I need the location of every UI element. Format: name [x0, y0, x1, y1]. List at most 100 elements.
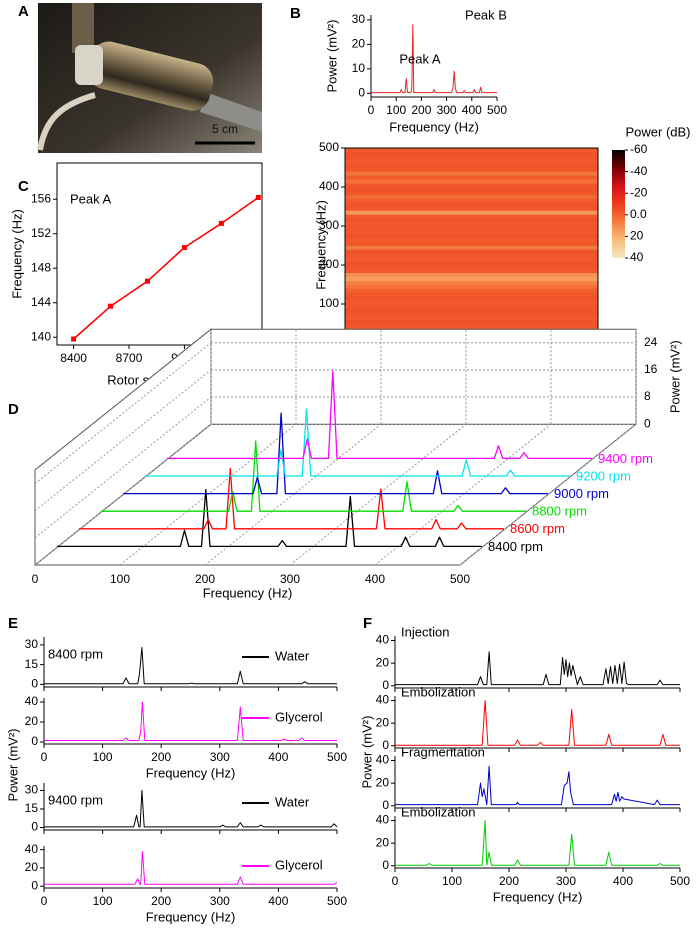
marker	[255, 195, 261, 201]
spectrum-line	[395, 765, 680, 806]
legend-label: Glycerol	[275, 709, 323, 724]
subplot-title: Injection	[401, 624, 449, 639]
heat-row	[345, 214, 598, 219]
y-tick-label: 24	[644, 335, 658, 349]
legend-label: Water	[275, 648, 310, 663]
panel-label: C	[18, 178, 29, 195]
spectrum-line	[395, 820, 680, 866]
heat-row	[345, 171, 598, 176]
y-tick-label: 40	[376, 753, 390, 767]
x-tick-label: 500	[327, 750, 347, 764]
x-axis-label: Frequency (Hz)	[203, 585, 293, 600]
x-tick-label: 400	[613, 874, 633, 888]
colorbar	[612, 150, 625, 258]
photo: 5 cm A	[18, 3, 262, 153]
y-tick-label: 40	[376, 813, 390, 827]
x-tick-label: 0	[368, 103, 375, 117]
annotation: Peak A	[70, 191, 112, 206]
colorbar-label: Power (dB)	[625, 124, 690, 139]
plot-frame	[56, 162, 263, 346]
back-wall	[210, 328, 637, 425]
heat-row	[345, 194, 598, 199]
grid-line	[459, 423, 637, 566]
subplot-title: Fragmentation	[401, 744, 485, 759]
x-tick-label: 400	[268, 894, 288, 908]
marker	[144, 278, 150, 284]
heat-row	[345, 300, 598, 305]
x-tick-label: 300	[210, 894, 230, 908]
heat-row	[345, 218, 598, 223]
heat-row	[345, 268, 598, 274]
spectrum-line	[395, 700, 680, 746]
subplot-title: Embolization	[401, 684, 475, 699]
x-tick-label: 300	[556, 874, 576, 888]
y-tick-label: 30	[25, 783, 39, 797]
heat-row	[345, 257, 598, 262]
x-tick-label: 0	[32, 572, 39, 586]
marker	[71, 336, 77, 342]
colorbar-tick-label: -60	[630, 142, 648, 156]
x-axis-label: Frequency (Hz)	[493, 889, 583, 904]
annotation: Peak A	[399, 51, 441, 66]
x-tick-label: 400	[268, 750, 288, 764]
y-tick-label: 20	[376, 835, 390, 849]
y-tick-label: 200	[319, 257, 339, 271]
y-tick-label: 500	[319, 140, 339, 154]
y-tick-label: 156	[31, 191, 51, 205]
subplot-title: Embolization	[401, 804, 475, 819]
heat-row	[345, 206, 598, 211]
grid-line	[289, 423, 467, 566]
y-axis-label: Frequency (Hz)	[313, 200, 328, 290]
heat-row	[345, 319, 598, 324]
series-label: 8600 rpm	[510, 521, 565, 536]
heat-row	[345, 233, 598, 238]
heat-row	[345, 222, 598, 227]
x-tick-label: 100	[93, 894, 113, 908]
x-tick-label: 100	[442, 874, 462, 888]
pipe	[72, 3, 94, 53]
x-tick-label: 200	[499, 874, 519, 888]
colorbar-tick-label: -20	[630, 185, 648, 199]
y-tick-label: 20	[352, 37, 366, 51]
x-tick-label: 300	[437, 103, 457, 117]
y-axis-label: Power (mV²)	[324, 20, 339, 93]
x-tick-label: 400	[462, 103, 482, 117]
series-label: 8800 rpm	[532, 504, 587, 519]
y-tick-label: 8	[644, 389, 651, 403]
spectrum-line	[101, 440, 526, 512]
heat-row	[345, 315, 598, 320]
heat-row	[345, 307, 598, 313]
x-axis-label: Frequency (Hz)	[389, 119, 479, 134]
y-tick-label: 0	[382, 738, 389, 752]
spectrum-line	[371, 24, 497, 94]
grid-line	[374, 423, 552, 566]
y-tick-label: 20	[376, 715, 390, 729]
y-tick-label: 20	[25, 714, 39, 728]
x-tick-label: 300	[280, 572, 300, 586]
heat-row	[345, 265, 598, 270]
y-tick-label: 0	[358, 86, 365, 100]
y-tick-label: 15	[25, 657, 39, 671]
heat-row	[345, 187, 598, 192]
scale-label: 5 cm	[212, 122, 238, 136]
heat-row	[345, 272, 598, 277]
y-tick-label: 400	[319, 179, 339, 193]
pump-body	[87, 41, 214, 111]
annotation: 9400 rpm	[48, 792, 103, 807]
x-tick-label: 500	[327, 894, 347, 908]
y-tick-label: 40	[25, 842, 39, 856]
y-axis-label: Power (mV²)	[667, 340, 682, 413]
tube	[200, 92, 262, 132]
heat-row	[345, 237, 598, 242]
x-tick-label: 0	[41, 894, 48, 908]
grid-line	[34, 396, 212, 539]
heat-row	[345, 241, 598, 246]
spectrum-line	[44, 789, 338, 828]
x-tick-label: 8700	[116, 351, 143, 365]
heat-row	[345, 261, 598, 266]
x-tick-label: 300	[210, 750, 230, 764]
heat-row	[345, 245, 598, 250]
x-tick-label: 500	[450, 572, 470, 586]
x-tick-label: 200	[151, 750, 171, 764]
y-axis-label: Power (mV²)	[5, 729, 20, 802]
